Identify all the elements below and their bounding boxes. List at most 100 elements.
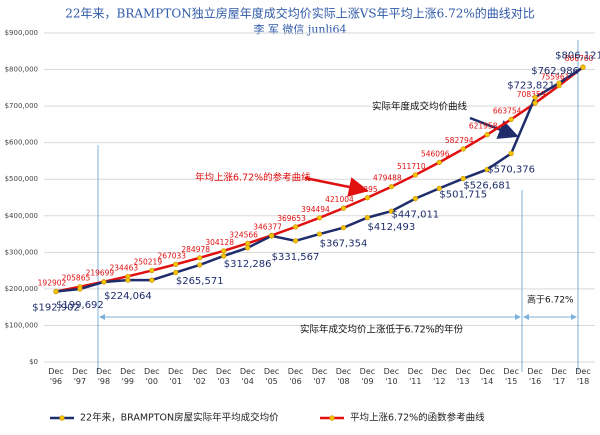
data-label: 421004 [325, 195, 354, 204]
y-tick-label: $400,000 [5, 212, 38, 220]
data-point [53, 288, 59, 295]
data-point [292, 238, 299, 244]
data-label: $224,064 [104, 291, 152, 302]
data-label: 582794 [445, 136, 474, 145]
data-point [149, 267, 155, 274]
data-label: 234463 [110, 263, 139, 272]
data-label: 663754 [493, 106, 522, 115]
data-point [508, 150, 514, 157]
data-label: 394494 [301, 205, 330, 214]
data-label: 219699 [86, 269, 115, 278]
data-label: $331,567 [272, 252, 320, 263]
x-tick-label: Dec '13 [455, 367, 471, 386]
data-label: $192,902 [32, 302, 80, 313]
legend-label: 平均上涨6.72%的函数参考曲线 [350, 412, 485, 424]
y-tick-label: $0 [29, 358, 38, 366]
data-point [532, 94, 538, 101]
x-tick-label: Dec '97 [72, 367, 88, 386]
data-label: 267033 [157, 251, 186, 260]
data-label: 346377 [253, 222, 282, 231]
y-tick-label: $600,000 [5, 139, 38, 147]
data-label: $447,011 [391, 210, 439, 221]
x-tick-label: Dec '15 [503, 367, 519, 386]
data-label: 546096 [421, 149, 450, 158]
x-tick-label: Dec '12 [431, 367, 448, 386]
data-label: 806760 [565, 54, 594, 63]
data-label: 479488 [373, 174, 402, 183]
legend-swatch [329, 415, 335, 421]
data-label: 708359 [517, 90, 546, 99]
data-point [532, 100, 538, 106]
data-label: 369653 [277, 214, 306, 223]
x-tick-label: Dec '14 [479, 367, 495, 386]
data-point [149, 277, 155, 283]
data-label: $762,986 [531, 66, 579, 77]
x-tick-label: Dec '18 [575, 367, 591, 386]
chart-title: 22年来，BRAMPTON独立房屋年度成交均价实际上涨VS年平均上涨6.72%的… [65, 6, 535, 21]
y-tick-label: $700,000 [5, 102, 38, 110]
data-label: $265,571 [176, 276, 224, 287]
data-point [388, 184, 394, 190]
y-tick-label: $900,000 [5, 29, 38, 37]
data-point [508, 116, 514, 122]
x-tick-label: Dec '96 [48, 367, 64, 386]
x-tick-label: Dec '00 [144, 367, 160, 386]
data-point [436, 185, 442, 191]
y-tick-label: $200,000 [5, 285, 38, 293]
data-point [221, 253, 227, 259]
data-label: 250219 [133, 258, 162, 267]
data-label: $806,121 [555, 50, 600, 61]
data-label: 621958 [469, 122, 498, 131]
chart-subtitle: 李 军 微信 junli64 [253, 22, 346, 36]
data-point [316, 215, 323, 221]
y-tick-label: $100,000 [5, 321, 38, 329]
data-point [245, 240, 251, 246]
data-point [556, 80, 562, 86]
data-point [173, 269, 179, 276]
x-tick-label: Dec '05 [263, 367, 280, 386]
data-label: 324566 [229, 230, 258, 239]
data-point [101, 279, 107, 285]
pointer-arrow [469, 116, 519, 139]
data-point [412, 172, 418, 178]
data-label: 205865 [62, 274, 91, 283]
data-point [292, 224, 299, 230]
x-tick-label: Dec '06 [287, 367, 304, 386]
data-point [245, 245, 251, 251]
data-point [484, 166, 490, 173]
x-tick-label: Dec '98 [96, 367, 112, 386]
x-tick-label: Dec '03 [215, 367, 232, 386]
x-tick-label: Dec '17 [551, 367, 567, 386]
data-point [316, 231, 323, 237]
x-tick-label: Dec '10 [383, 367, 400, 386]
x-tick-label: Dec '08 [335, 367, 352, 386]
data-label: 449295 [349, 185, 378, 194]
data-label: 192902 [38, 278, 67, 287]
y-tick-label: $300,000 [5, 248, 38, 256]
data-label: $412,493 [368, 222, 416, 233]
data-point [580, 64, 586, 70]
annotation: 年均上涨6.72%的参考曲线 [195, 172, 311, 184]
data-label: $723,821 [507, 80, 555, 91]
data-point [460, 146, 466, 152]
y-tick-label: $800,000 [5, 66, 38, 74]
x-tick-label: Dec '16 [527, 367, 543, 386]
legend-label: 22年来，BRAMPTON房屋实际年平均成交均价 [80, 412, 279, 424]
data-point [221, 248, 227, 254]
x-tick-label: Dec '99 [120, 367, 136, 386]
data-label: $199,692 [56, 300, 104, 311]
data-point [340, 205, 347, 211]
data-point [460, 175, 466, 182]
data-label: $312,286 [224, 259, 272, 270]
data-point [388, 208, 394, 214]
data-point [484, 132, 490, 138]
x-tick-label: Dec '07 [311, 367, 328, 386]
data-label: 304128 [205, 238, 234, 247]
annotation: 实际年成交均价上涨低于6.72%的年份 [300, 324, 464, 336]
x-tick-label: Dec '11 [407, 367, 424, 386]
x-tick-label: Dec '01 [168, 367, 184, 386]
data-point [436, 159, 442, 165]
data-point [364, 195, 371, 201]
